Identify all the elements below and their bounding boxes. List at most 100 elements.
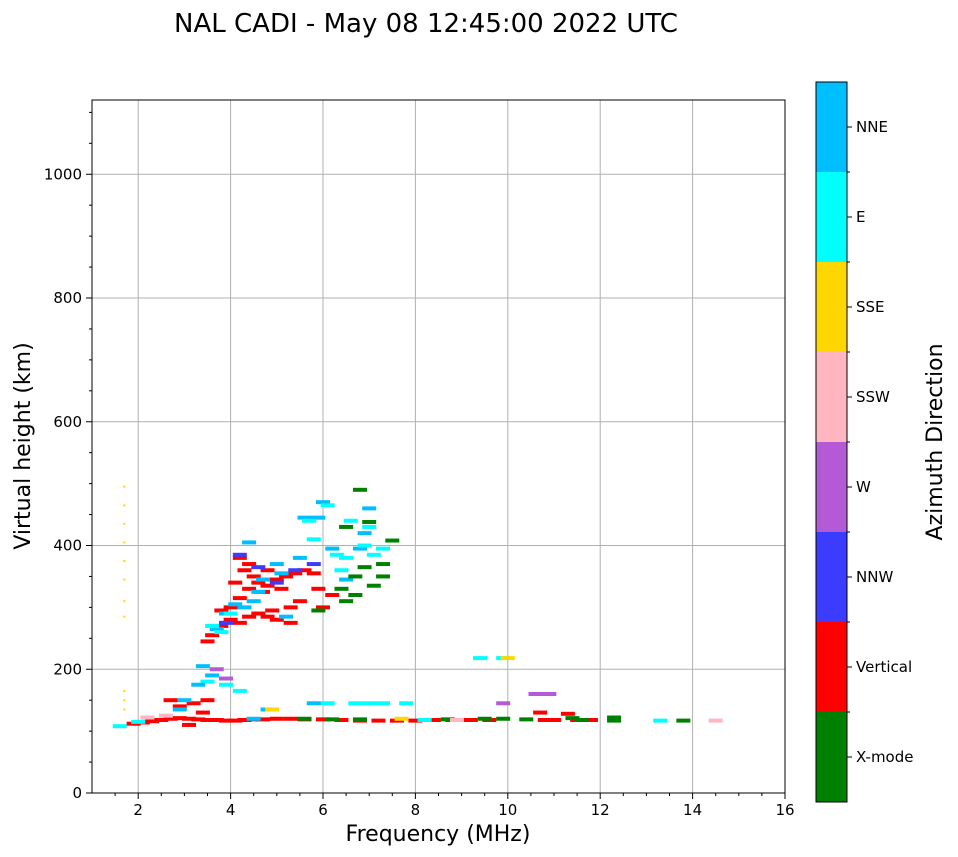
data-point-vertical <box>186 701 201 706</box>
data-point-nne <box>228 602 243 607</box>
data-point-e <box>399 701 414 706</box>
data-point-vertical <box>214 623 229 628</box>
data-point-e <box>362 524 377 529</box>
data-point-nnw <box>306 562 321 567</box>
data-point-ssw <box>449 717 464 722</box>
y-axis: 0 200 400 600 800 1000 <box>44 111 92 802</box>
data-point-vertical <box>306 571 321 576</box>
data-points <box>112 485 723 729</box>
data-point-x-mode <box>297 716 312 721</box>
data-point-x-mode <box>352 717 367 722</box>
data-point-sse <box>123 485 126 488</box>
data-point-sse <box>123 559 126 562</box>
data-point-nnw <box>269 580 284 585</box>
data-point-x-mode <box>348 593 363 597</box>
data-point-x-mode <box>348 574 363 579</box>
data-point-nne <box>352 546 367 551</box>
data-point-vertical <box>237 568 252 573</box>
data-point-vertical <box>260 568 275 573</box>
data-point-vertical <box>269 617 284 622</box>
data-point-vertical <box>260 614 275 619</box>
data-point-vertical <box>255 717 270 722</box>
data-point-ssw <box>158 713 173 718</box>
data-point-e <box>131 719 146 724</box>
data-point-sse <box>123 615 126 618</box>
data-point-e <box>223 611 238 616</box>
data-point-vertical <box>371 718 386 723</box>
data-point-x-mode <box>334 586 349 591</box>
x-axis: 2 4 6 8 10 12 14 16 <box>114 793 795 819</box>
plot-frame <box>91 99 786 794</box>
data-point-nne <box>255 577 270 582</box>
colorbar-segment <box>816 262 847 352</box>
data-point-nne <box>177 698 192 703</box>
y-tick-label: 600 <box>53 413 82 431</box>
data-point-vertical <box>537 717 552 722</box>
data-point-e <box>334 568 349 573</box>
data-point-vertical <box>260 583 275 588</box>
data-point-nne <box>357 531 372 536</box>
data-point-nne <box>292 555 307 560</box>
data-point-nne <box>316 500 330 505</box>
y-tick-label: 800 <box>53 289 82 307</box>
data-point-nne <box>306 701 321 706</box>
data-point-e <box>302 518 317 523</box>
data-point-w <box>496 701 511 706</box>
colorbar-label: E <box>856 208 865 226</box>
data-point-e <box>343 518 358 523</box>
colorbar-label: SSE <box>856 298 885 316</box>
data-point-e <box>320 503 335 508</box>
data-point-nne <box>274 571 289 576</box>
data-point-w <box>528 692 543 696</box>
colorbar-segment <box>816 352 847 442</box>
data-point-vertical <box>242 586 257 591</box>
data-point-vertical <box>200 717 215 722</box>
data-point-vertical <box>209 717 224 722</box>
data-point-nne <box>251 589 266 594</box>
data-point-vertical <box>283 605 298 610</box>
data-point-vertical <box>232 555 247 560</box>
data-point-vertical <box>242 562 257 567</box>
data-point-vertical <box>228 580 243 585</box>
data-point-e <box>348 701 363 706</box>
data-point-sse <box>123 708 126 711</box>
data-point-x-mode <box>357 565 372 570</box>
data-point-nne <box>242 540 257 545</box>
data-point-x-mode <box>339 524 354 529</box>
data-point-vertical <box>214 608 229 613</box>
y-tick-label: 400 <box>53 537 82 555</box>
x-tick-label: 8 <box>411 801 421 819</box>
data-point-w <box>209 667 224 672</box>
data-point-vertical <box>269 577 284 582</box>
colorbar-title: Azimuth Direction <box>923 343 948 540</box>
colorbar: X-mode Vertical NNW W SSW SSE E NNE <box>815 81 913 803</box>
data-point-vertical <box>325 593 340 597</box>
data-point-vertical <box>283 620 298 625</box>
data-point-x-mode <box>385 538 400 543</box>
colorbar-segment <box>816 622 847 712</box>
data-point-sse <box>123 699 126 702</box>
data-point-e <box>357 543 372 548</box>
data-point-vertical <box>200 698 215 703</box>
data-point-e <box>320 701 335 706</box>
data-point-vertical <box>533 710 548 715</box>
data-point-vertical <box>274 586 289 591</box>
data-point-sse <box>123 689 126 692</box>
data-point-vertical <box>223 617 238 622</box>
colorbar-label: NNW <box>856 568 893 586</box>
data-point-nnw <box>251 565 266 570</box>
data-point-vertical <box>172 716 187 721</box>
grid-lines <box>92 100 785 793</box>
data-point-x-mode <box>440 717 455 722</box>
data-point-e <box>362 701 377 706</box>
colorbar-segment <box>816 712 847 802</box>
colorbar-label: X-mode <box>856 748 913 766</box>
data-point-e <box>376 701 391 706</box>
data-point-vertical <box>228 718 243 723</box>
data-point-vertical <box>242 614 257 619</box>
data-point-vertical <box>191 717 206 722</box>
data-point-nne <box>362 506 377 511</box>
data-point-e <box>653 718 668 723</box>
y-axis-label: Virtual height (km) <box>11 342 36 549</box>
data-point-vertical <box>145 719 160 724</box>
